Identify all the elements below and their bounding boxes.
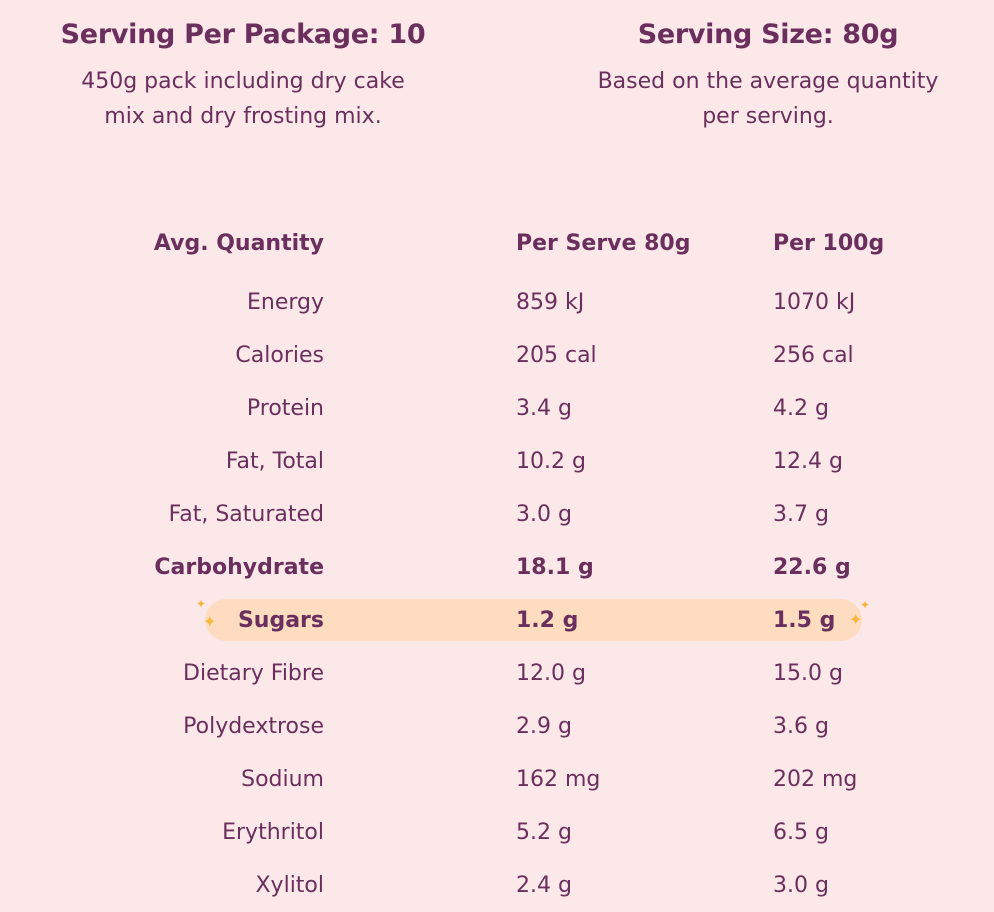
serving-per-package-desc: 450g pack including dry cake mix and dry …: [33, 64, 453, 134]
nutrient-label: Polydextrose: [183, 714, 324, 739]
per-100g-value: 6.5 g: [773, 820, 829, 845]
sparkle-icon: ✦: [203, 612, 217, 631]
desc-line: per serving.: [702, 104, 834, 129]
desc-line: 450g pack including dry cake: [81, 69, 405, 94]
sparkle-icon: ✦: [849, 610, 863, 629]
per-serve-value: 859 kJ: [516, 290, 585, 315]
nutrient-label: Dietary Fibre: [183, 661, 324, 686]
per-serve-value: 2.9 g: [516, 714, 572, 739]
sparkle-icon: ✦: [860, 598, 871, 612]
nutrient-label: Fat, Total: [225, 449, 324, 474]
nutrient-label: Erythritol: [222, 820, 324, 845]
per-serve-value: 12.0 g: [516, 661, 586, 686]
nutrient-label: Fat, Saturated: [168, 502, 324, 527]
per-100g-value: 22.6 g: [773, 555, 851, 580]
nutrient-label: Protein: [246, 396, 324, 421]
nutrient-label: Calories: [235, 343, 324, 368]
table-row: Protein 3.4 g 4.2 g: [0, 388, 994, 430]
desc-line: Based on the average quantity: [597, 69, 939, 94]
nutrient-label: Xylitol: [255, 873, 324, 898]
per-100g-value: 3.6 g: [773, 714, 829, 739]
table-row: Calories 205 cal 256 cal: [0, 335, 994, 377]
table-row: Sugars 1.2 g 1.5 g: [0, 600, 994, 642]
table-row: Xylitol 2.4 g 3.0 g: [0, 865, 994, 907]
sparkle-icon: ✦: [196, 597, 207, 611]
table-row: Dietary Fibre 12.0 g 15.0 g: [0, 653, 994, 695]
per-100g-value: 1070 kJ: [773, 290, 856, 315]
nutrient-label: Avg. Quantity: [153, 231, 324, 256]
table-row: Fat, Total 10.2 g 12.4 g: [0, 441, 994, 483]
per-100g-value: 1.5 g: [773, 608, 836, 633]
nutrient-label: Sodium: [241, 767, 324, 792]
serving-size: Serving Size: 80g Based on the average q…: [558, 17, 978, 134]
table-row: Polydextrose 2.9 g 3.6 g: [0, 706, 994, 748]
table-row: Erythritol 5.2 g 6.5 g: [0, 812, 994, 854]
table-row: Energy 859 kJ 1070 kJ: [0, 282, 994, 324]
table-row: Sodium 162 mg 202 mg: [0, 759, 994, 801]
per-100g-value: 3.7 g: [773, 502, 829, 527]
per-serve-value: 2.4 g: [516, 873, 572, 898]
per-100g-value: 12.4 g: [773, 449, 843, 474]
nutrient-label: Carbohydrate: [154, 555, 324, 580]
per-serve-value: 162 mg: [516, 767, 601, 792]
per-100g-value: 15.0 g: [773, 661, 843, 686]
serving-per-package: Serving Per Package: 10 450g pack includ…: [33, 17, 453, 134]
per-serve-value: 5.2 g: [516, 820, 572, 845]
per-serve-value: 10.2 g: [516, 449, 586, 474]
per-serve-value: 1.2 g: [516, 608, 579, 633]
per-serve-value: Per Serve 80g: [516, 231, 691, 256]
table-row: Fat, Saturated 3.0 g 3.7 g: [0, 494, 994, 536]
nutrient-label: Sugars: [237, 608, 324, 633]
desc-line: mix and dry frosting mix.: [104, 104, 382, 129]
serving-per-package-title: Serving Per Package: 10: [60, 19, 426, 50]
per-100g-value: 4.2 g: [773, 396, 829, 421]
per-serve-value: 3.0 g: [516, 502, 572, 527]
per-serve-value: 18.1 g: [516, 555, 594, 580]
table-header: Avg. Quantity Per Serve 80g Per 100g: [0, 223, 994, 265]
serving-size-desc: Based on the average quantity per serving…: [558, 64, 978, 134]
per-100g-value: 202 mg: [773, 767, 858, 792]
per-100g-value: 256 cal: [773, 343, 854, 368]
table-row: Carbohydrate 18.1 g 22.6 g: [0, 547, 994, 589]
per-serve-value: 205 cal: [516, 343, 597, 368]
serving-size-title: Serving Size: 80g: [637, 19, 899, 50]
nutrient-label: Energy: [246, 290, 324, 315]
per-100g-value: 3.0 g: [773, 873, 829, 898]
per-100g-value: Per 100g: [773, 231, 885, 256]
per-serve-value: 3.4 g: [516, 396, 572, 421]
sugars-highlight: [205, 599, 862, 641]
